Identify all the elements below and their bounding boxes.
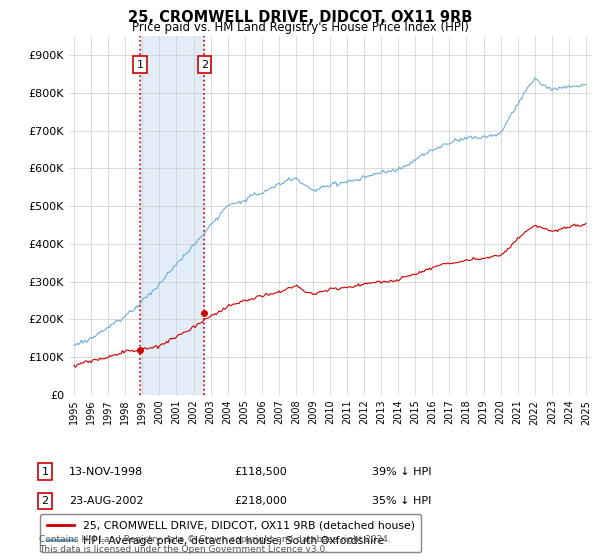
Text: 23-AUG-2002: 23-AUG-2002 bbox=[69, 496, 143, 506]
Text: 1: 1 bbox=[41, 466, 49, 477]
Legend: 25, CROMWELL DRIVE, DIDCOT, OX11 9RB (detached house), HPI: Average price, detac: 25, CROMWELL DRIVE, DIDCOT, OX11 9RB (de… bbox=[40, 514, 421, 553]
Text: 25, CROMWELL DRIVE, DIDCOT, OX11 9RB: 25, CROMWELL DRIVE, DIDCOT, OX11 9RB bbox=[128, 10, 472, 25]
Text: 1: 1 bbox=[137, 60, 143, 69]
Text: £118,500: £118,500 bbox=[234, 466, 287, 477]
Text: 39% ↓ HPI: 39% ↓ HPI bbox=[372, 466, 431, 477]
Text: 35% ↓ HPI: 35% ↓ HPI bbox=[372, 496, 431, 506]
Bar bbox=[140, 36, 205, 395]
Text: Price paid vs. HM Land Registry's House Price Index (HPI): Price paid vs. HM Land Registry's House … bbox=[131, 21, 469, 34]
Text: £218,000: £218,000 bbox=[234, 496, 287, 506]
Text: Contains HM Land Registry data © Crown copyright and database right 2024.
This d: Contains HM Land Registry data © Crown c… bbox=[39, 535, 391, 554]
Text: 13-NOV-1998: 13-NOV-1998 bbox=[69, 466, 143, 477]
Text: 2: 2 bbox=[201, 60, 208, 69]
Text: 2: 2 bbox=[41, 496, 49, 506]
